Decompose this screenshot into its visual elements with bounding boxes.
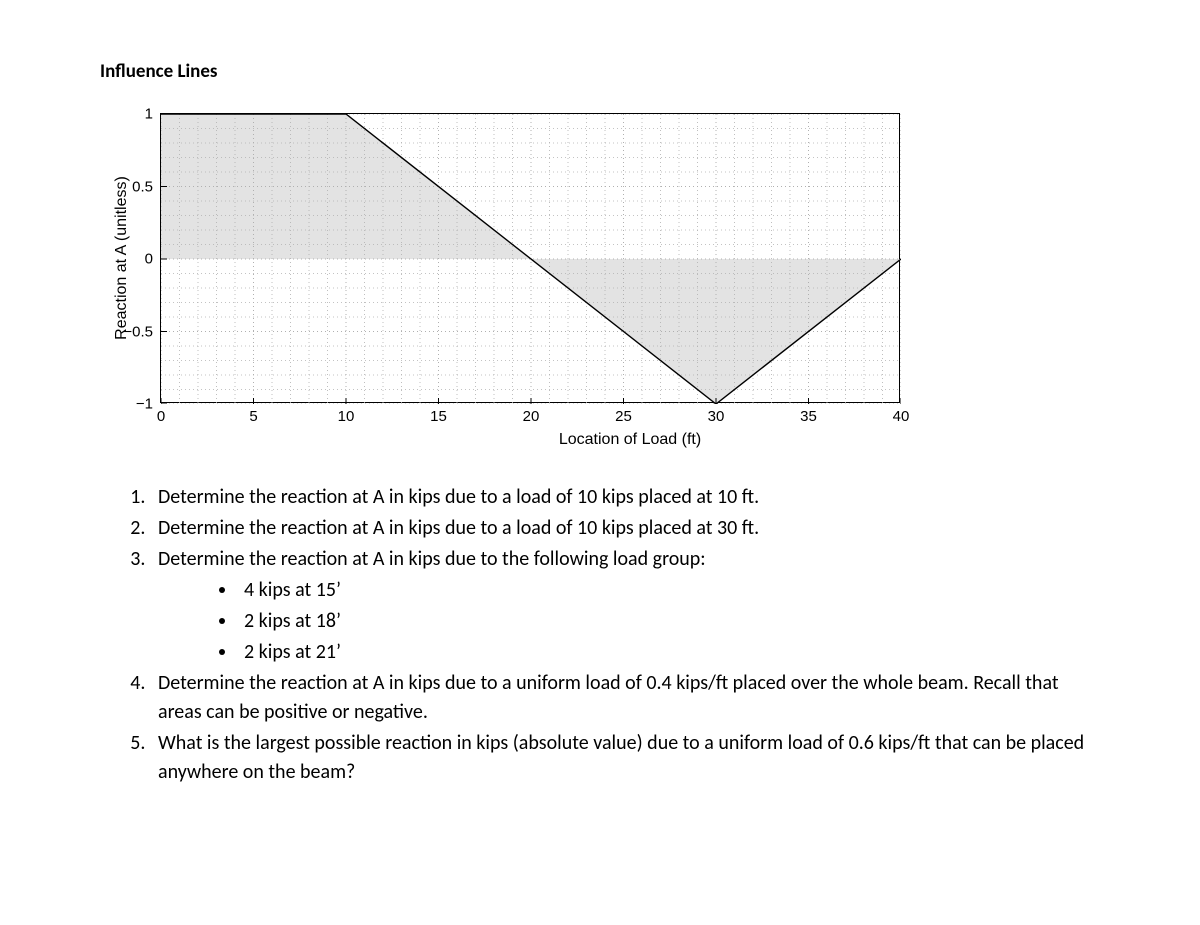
ytick-label: 0.5	[132, 178, 153, 195]
ytick-label: 1	[145, 106, 153, 123]
xtick-label: 30	[708, 408, 725, 425]
xtick-label: 25	[615, 408, 632, 425]
xtick-label: 0	[157, 408, 165, 425]
question-1: Determine the reaction at A in kips due …	[150, 483, 1100, 512]
question-3-sub-1: 4 kips at 15’	[238, 576, 1100, 605]
xtick-label: 10	[338, 408, 355, 425]
question-3-sub-2: 2 kips at 18’	[238, 607, 1100, 636]
page-title: Influence Lines	[100, 60, 1100, 83]
xtick-label: 20	[523, 408, 540, 425]
questions-block: Determine the reaction at A in kips due …	[100, 483, 1100, 787]
ytick-label: −0.5	[123, 323, 153, 340]
xtick-label: 40	[893, 408, 910, 425]
question-3: Determine the reaction at A in kips due …	[150, 545, 1100, 667]
xtick-label: 35	[800, 408, 817, 425]
question-3-text: Determine the reaction at A in kips due …	[158, 547, 706, 571]
ytick-label: 0	[145, 251, 153, 268]
chart-xlabel: Location of Load (ft)	[559, 431, 701, 449]
chart-ylabel: Reaction at A (unitless)	[113, 176, 131, 340]
question-5: What is the largest possible reaction in…	[150, 729, 1100, 787]
influence-line-chart: Reaction at A (unitless) −1−0.500.510510…	[160, 113, 1100, 403]
xtick-label: 5	[249, 408, 257, 425]
xtick-label: 15	[430, 408, 447, 425]
question-4: Determine the reaction at A in kips due …	[150, 669, 1100, 727]
ytick-label: −1	[136, 396, 153, 413]
chart-plot-area: −1−0.500.510510152025303540	[160, 113, 900, 403]
question-2: Determine the reaction at A in kips due …	[150, 514, 1100, 543]
question-3-sub-3: 2 kips at 21’	[238, 638, 1100, 667]
